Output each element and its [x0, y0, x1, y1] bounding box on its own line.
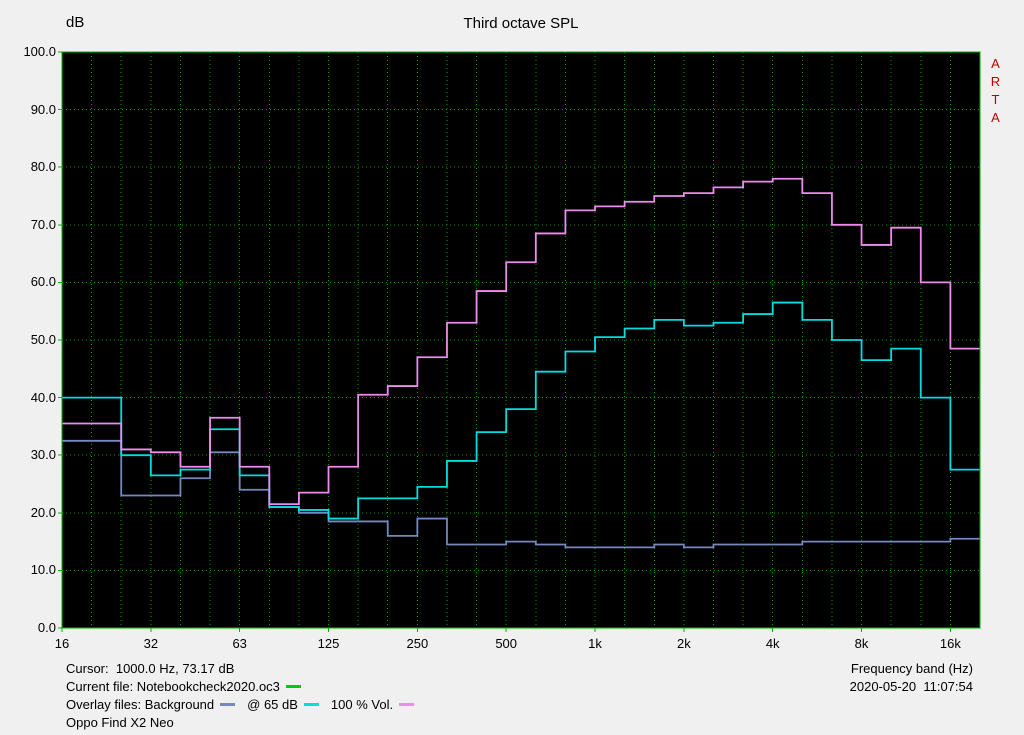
x-tick-label: 32: [143, 636, 159, 651]
y-tick-label: 50.0: [30, 332, 56, 347]
series-65-db: [62, 301, 980, 520]
y-tick-label: 10.0: [30, 562, 56, 578]
status-row-overlays: Overlay files: Background @ 65 dB 100 % Vo…: [66, 697, 415, 712]
chart-title: Third octave SPL: [463, 15, 579, 32]
y-tick-label: 20.0: [30, 504, 56, 520]
x-tick-label: 500: [495, 636, 518, 651]
y-tick-label: 30.0: [30, 447, 56, 463]
series-100-vol: [62, 177, 980, 506]
y-tick-label: 60.0: [30, 274, 56, 290]
x-axis-title: Frequency band (Hz): [850, 661, 973, 676]
y-tick-label: 90.0: [30, 101, 56, 117]
overlay-background-marker: [220, 703, 236, 706]
x-tick-label: 63: [232, 636, 247, 651]
x-tick-label: 1k: [588, 636, 602, 651]
y-axis-unit-label: dB: [66, 14, 85, 31]
y-tick-label: 0.0: [37, 620, 56, 635]
overlay-100vol-marker: [399, 703, 415, 706]
x-tick-label: 2k: [676, 636, 691, 651]
y-tick-label: 80.0: [30, 159, 56, 175]
overlay-65db-label: @ 65 dB: [247, 697, 298, 712]
overlay-background-label: Background: [144, 697, 215, 712]
datetime-label: 2020-05-20 11:07:54: [849, 679, 973, 694]
x-tick-label: 16k: [939, 636, 961, 651]
y-tick-label: 40.0: [30, 389, 56, 405]
device-name-label: Oppo Find X2 Neo: [66, 715, 174, 730]
y-tick-label: 100.0: [23, 44, 56, 59]
status-row-device: Oppo Find X2 Neo: [66, 715, 174, 730]
x-tick-label: 125: [317, 636, 340, 651]
x-tick-label: 8k: [854, 636, 869, 651]
y-tick-label: 70.0: [30, 216, 56, 232]
x-tick-label: 4k: [765, 636, 780, 651]
series-background: [62, 439, 980, 549]
overlay-100vol-label: 100 % Vol.: [330, 697, 394, 712]
status-row-datetime: 2020-05-20 11:07:54: [850, 679, 973, 694]
overlay-files-label: Overlay files:: [66, 697, 145, 712]
status-row-cursor: Cursor: 1000.0 Hz, 73.17 dB: [66, 661, 234, 676]
x-tick-label: 16: [54, 636, 70, 651]
current-file-label: Current file: Notebookcheck2020.oc3: [66, 679, 280, 694]
x-tick-label: 250: [406, 636, 429, 651]
cursor-readout: Cursor: 1000.0 Hz, 73.17 dB: [66, 661, 235, 676]
status-row-current-file: Current file: Notebookcheck2020.oc3: [66, 679, 301, 694]
overlay-65db-marker: [303, 703, 319, 706]
status-row-axis-title: Frequency band (Hz): [851, 661, 973, 676]
current-file-marker: [285, 685, 301, 688]
arta-brand-label: ARTA: [988, 56, 1003, 128]
